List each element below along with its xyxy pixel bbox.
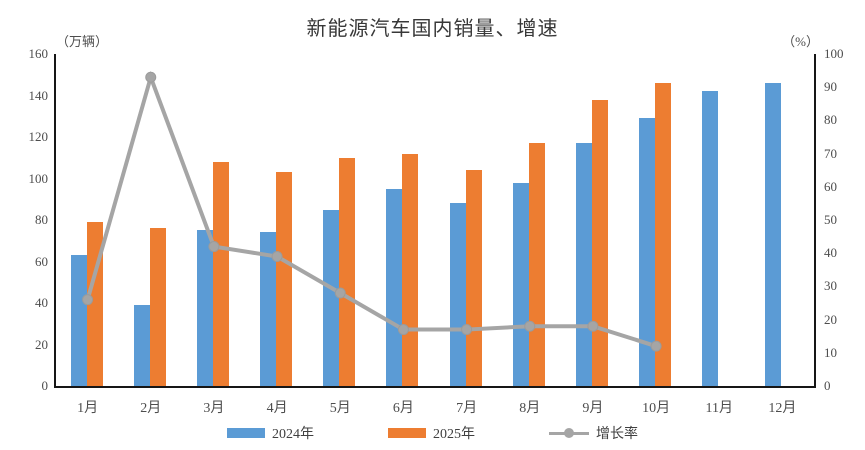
legend: 2024年 2025年 增长率 (0, 423, 865, 443)
x-axis-label: 6月 (392, 401, 414, 416)
growth-line-chart (82, 70, 662, 352)
growth-line-marker (271, 251, 283, 263)
left-axis-tick-label: 80 (35, 212, 48, 227)
right-axis-tick-label: 70 (824, 145, 837, 161)
bar-2024年 (70, 255, 87, 386)
growth-line-marker (650, 340, 662, 352)
right-axis-tick-label: 80 (824, 112, 837, 128)
legend-label: 2024年 (272, 427, 314, 442)
legend-swatch-2025年 (388, 428, 426, 438)
left-axis-tick-label: 140 (28, 87, 49, 103)
bar-2024年 (639, 118, 656, 386)
bar-2024年 (512, 182, 529, 386)
right-axis-tick-label: 60 (824, 178, 837, 194)
right-axis-tick-label: 40 (824, 245, 837, 261)
x-axis-label: 7月 (456, 401, 478, 416)
x-axis-label: 5月 (329, 401, 351, 416)
right-axis-unit-label: （%） (782, 34, 819, 49)
bar-2025年 (276, 172, 293, 386)
right-axis-tick-label: 90 (824, 79, 837, 95)
right-axis-tick-label: 30 (824, 278, 837, 294)
legend-item-2024年: 2024年 (227, 423, 314, 443)
growth-line-marker (82, 294, 94, 306)
legend-item-增长率: 增长率 (549, 423, 638, 443)
x-axis-label: 8月 (519, 401, 541, 416)
legend-line-marker-sample (564, 428, 574, 438)
right-axis-tick-label: 10 (824, 344, 837, 360)
left-axis-tick-label: 160 (28, 46, 49, 61)
plot-area (54, 54, 816, 388)
x-axis-label: 2月 (140, 401, 162, 416)
left-axis-tick-label: 100 (28, 170, 49, 186)
legend-swatch-增长率 (549, 427, 589, 439)
bar-2024年 (260, 232, 277, 386)
bar-2025年 (212, 161, 229, 386)
right-axis-tick-label: 20 (824, 311, 837, 327)
x-axis-label: 12月 (768, 401, 797, 416)
left-axis-unit-label: （万辆） (56, 34, 109, 49)
growth-line-marker (208, 241, 220, 253)
left-axis-tick-label: 120 (28, 129, 49, 144)
bar-2024年 (765, 83, 782, 386)
left-axis-tick-label: 20 (35, 336, 48, 352)
growth-line-marker (587, 320, 599, 332)
growth-line-marker (397, 324, 409, 336)
bar-2025年 (149, 228, 166, 386)
bar-2024年 (449, 203, 466, 386)
bar-2024年 (386, 188, 403, 386)
right-axis-tick-label: 50 (824, 212, 837, 227)
x-axis-label: 11月 (705, 401, 733, 416)
x-axis-label: 4月 (266, 401, 288, 416)
legend-label: 增长率 (596, 427, 638, 442)
bar-2025年 (591, 99, 608, 386)
x-axis-label: 9月 (582, 401, 604, 416)
chart-title: 新能源汽车国内销量、增速 (306, 18, 559, 40)
right-axis-tick-label: 0 (824, 378, 831, 393)
left-axis-tick-label: 60 (35, 253, 48, 269)
bar-2024年 (133, 305, 150, 386)
legend-label: 2025年 (433, 427, 475, 442)
bar-2024年 (323, 209, 340, 386)
legend-item-2025年: 2025年 (388, 423, 475, 443)
x-axis-label: 1月 (77, 401, 99, 416)
right-axis-tick-label: 100 (824, 46, 844, 61)
bar-2025年 (655, 83, 672, 386)
growth-line-marker (524, 320, 536, 332)
bar-2024年 (702, 91, 719, 386)
legend-swatch-2024年 (227, 428, 265, 438)
growth-line (85, 70, 657, 349)
left-axis-tick-label: 0 (41, 378, 49, 393)
plot-inner (56, 54, 814, 386)
growth-line-marker (334, 287, 346, 299)
left-axis-tick-label: 40 (35, 295, 48, 310)
growth-line-marker (461, 324, 473, 336)
bar-2024年 (196, 230, 213, 386)
bar-2025年 (339, 157, 356, 386)
growth-line-marker (145, 71, 157, 83)
x-axis-label: 10月 (642, 401, 671, 416)
x-axis-label: 3月 (203, 401, 225, 416)
